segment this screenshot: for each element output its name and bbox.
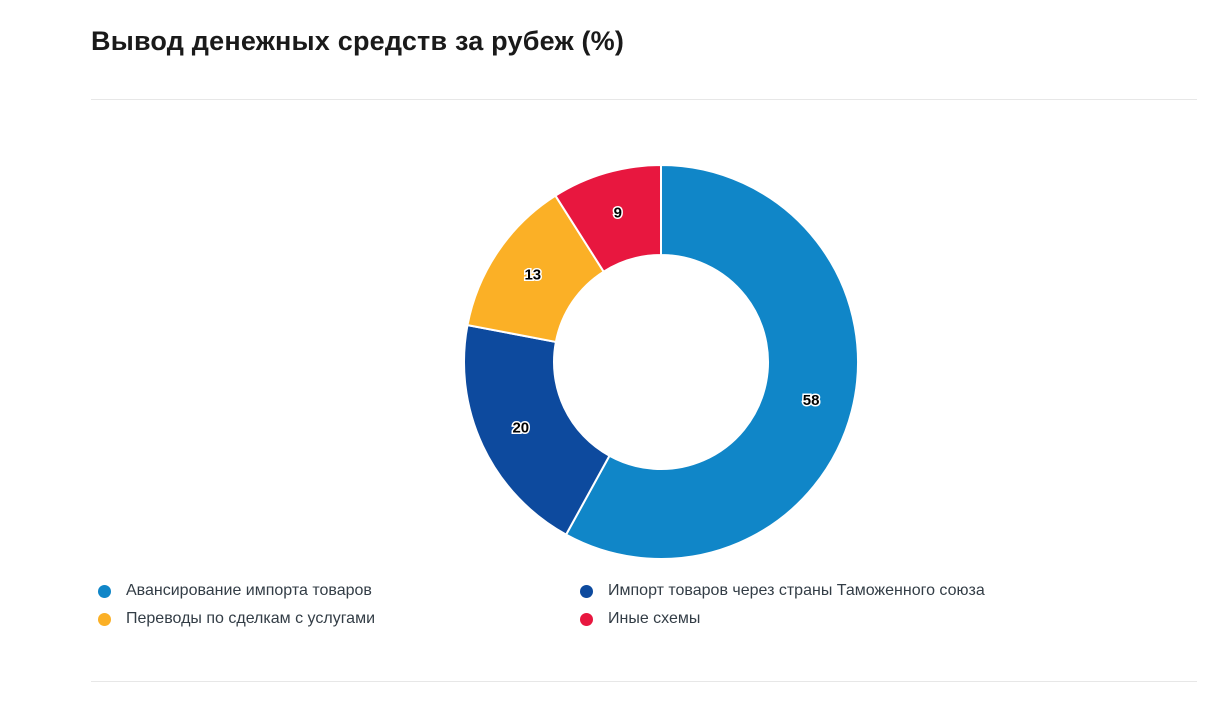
legend-label: Авансирование импорта товаров <box>126 582 372 599</box>
top-divider <box>91 99 1197 100</box>
legend: Авансирование импорта товаров Импорт това… <box>98 580 1158 630</box>
chart-title: Вывод денежных средств за рубеж (%) <box>91 26 625 56</box>
donut-segment-1[interactable] <box>564 163 859 560</box>
legend-label: Переводы по сделкам с услугами <box>126 610 376 627</box>
bottom-divider <box>91 681 1197 682</box>
legend-item-3: Переводы по сделкам с услугами <box>98 608 580 630</box>
legend-label: Импорт товаров через страны Таможенного … <box>608 582 985 599</box>
segment-value-label-1: 58 <box>803 392 820 409</box>
donut-chart: 58 20 13 9 <box>463 163 859 560</box>
donut-segment-2[interactable] <box>463 323 611 536</box>
segment-value-label-3: 13 <box>524 266 541 283</box>
legend-label: Иные схемы <box>608 610 701 627</box>
segment-value-label-2: 20 <box>512 420 529 437</box>
donut-chart-container: 58 20 13 9 <box>461 162 861 562</box>
legend-swatch-icon <box>98 584 111 598</box>
legend-item-1: Авансирование импорта товаров <box>98 580 580 602</box>
donut-segment-4[interactable] <box>554 163 662 274</box>
legend-swatch-icon <box>98 612 111 626</box>
legend-swatch-icon <box>580 612 593 626</box>
legend-item-4: Иные схемы <box>580 608 1158 630</box>
legend-item-2: Импорт товаров через страны Таможенного … <box>580 580 1158 602</box>
segment-value-label-4: 9 <box>614 205 622 222</box>
legend-swatch-icon <box>580 584 593 598</box>
